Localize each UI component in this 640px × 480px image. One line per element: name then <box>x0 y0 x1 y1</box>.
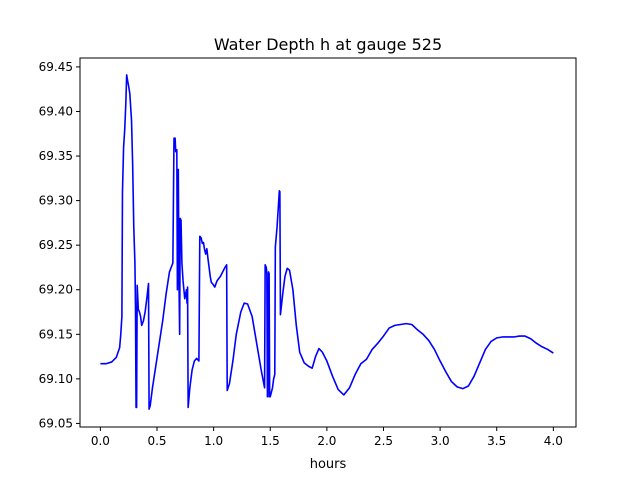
y-tick-label: 69.05 <box>39 416 73 430</box>
y-tick-label: 69.45 <box>39 60 73 74</box>
x-tick-label: 2.5 <box>374 434 393 448</box>
x-tick-label: 0.5 <box>147 434 166 448</box>
y-tick-label: 69.20 <box>39 283 73 297</box>
series-line-0 <box>100 74 554 410</box>
y-tick-label: 69.10 <box>39 372 73 386</box>
x-tick-label: 1.5 <box>261 434 280 448</box>
y-tick-label: 69.40 <box>39 104 73 118</box>
y-tick-label: 69.15 <box>39 327 73 341</box>
axes-frame <box>79 57 577 428</box>
x-tick-label: 3.5 <box>487 434 506 448</box>
y-tick-label: 69.25 <box>39 238 73 252</box>
x-tick-label: 0.0 <box>91 434 110 448</box>
x-axis-label: hours <box>310 457 347 472</box>
x-tick-label: 1.0 <box>204 434 223 448</box>
y-tick-label: 69.30 <box>39 194 73 208</box>
plot-area: 0.0 0.5 1.0 1.5 2.0 2.5 3.0 3.5 4.0 69.05 69.10 69.… <box>39 57 577 448</box>
chart-title: Water Depth h at gauge 525 <box>214 35 442 54</box>
y-tick-label: 69.35 <box>39 149 73 163</box>
x-tick-label: 2.0 <box>317 434 336 448</box>
x-tick-label: 4.0 <box>544 434 563 448</box>
x-tick-label: 3.0 <box>431 434 450 448</box>
